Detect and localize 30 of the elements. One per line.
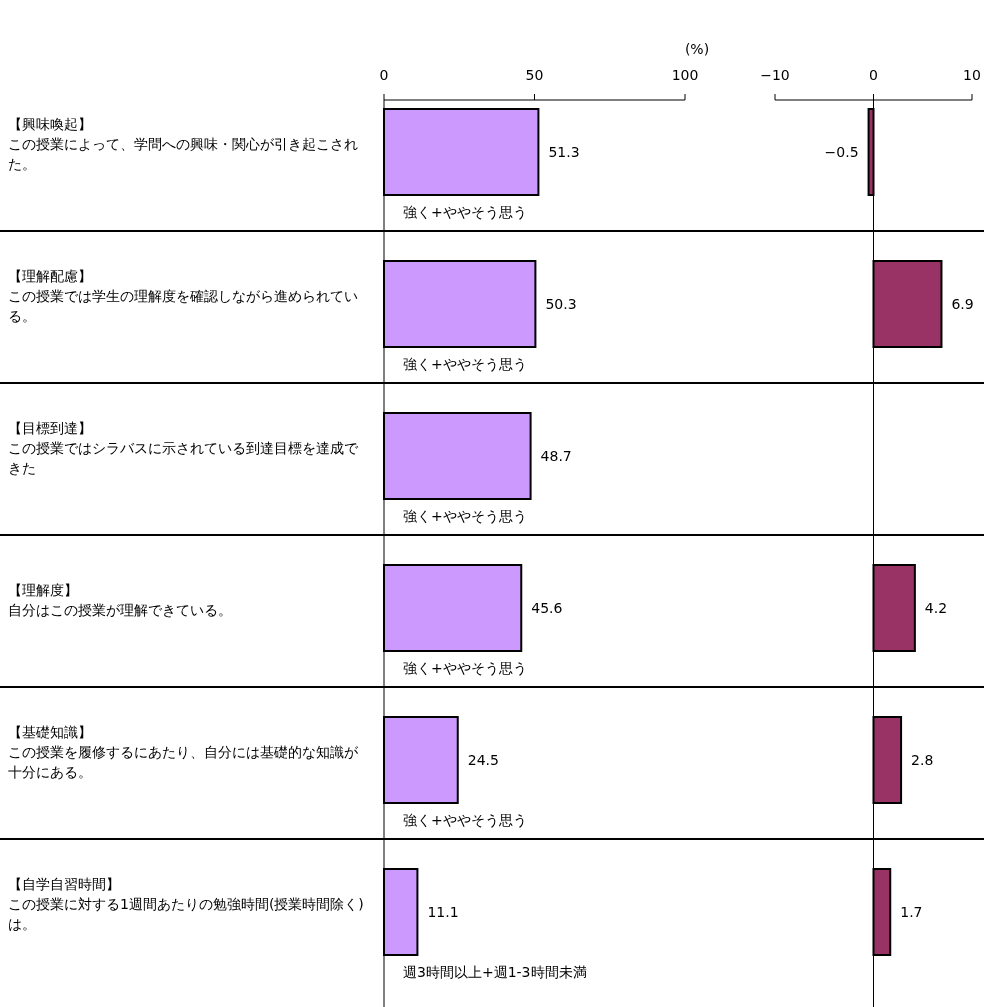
data-label: −0.5 [824, 144, 859, 160]
annotation: 週3時間以上+週1-3時間未満 [403, 964, 587, 980]
data-label: 6.9 [951, 296, 974, 312]
data-label: 48.7 [540, 448, 572, 464]
y-tick-label: 【自学自習時間】この授業に対する1週間あたりの勉強時間(授業時間除く)は。 [8, 876, 364, 932]
x-tick-label: 50 [525, 67, 544, 83]
data-label: 4.2 [924, 600, 948, 616]
x-tick-label: −10 [760, 67, 790, 83]
data-label: 45.6 [531, 600, 563, 616]
y-tick-label: 【理解度】自分はこの授業が理解できている。 [8, 582, 232, 618]
annotation: 強く+ややそう思う [403, 508, 527, 524]
y-tick-label: 【興味喚起】この授業によって、学問への興味・関心が引き起こされた。 [8, 116, 358, 172]
x-axis-title: (%) [684, 41, 710, 57]
data-label: 2.8 [911, 752, 934, 768]
data-label: 24.5 [467, 752, 499, 768]
annotation: 強く+ややそう思う [403, 356, 527, 372]
annotation: 強く+ややそう思う [403, 812, 527, 828]
data-label: 1.7 [900, 904, 923, 920]
x-tick-label: 100 [671, 67, 699, 83]
annotation: 強く+ややそう思う [403, 204, 527, 220]
annotation: 強く+ややそう思う [403, 660, 527, 676]
y-tick-label: 【理解配慮】この授業では学生の理解度を確認しながら進められている。 [8, 268, 358, 324]
x-tick-label: 0 [379, 67, 389, 83]
y-tick-label: 【目標到達】この授業ではシラバスに示されている到達目標を達成できた [8, 420, 359, 476]
y-tick-label: 【基礎知識】この授業を履修するにあたり、自分には基礎的な知識が十分にある。 [8, 724, 359, 780]
x-tick-label: 0 [869, 67, 878, 83]
x-tick-label: 10 [963, 67, 981, 83]
data-label: 11.1 [427, 904, 459, 920]
data-label: 51.3 [548, 144, 580, 160]
data-label: 50.3 [545, 296, 577, 312]
